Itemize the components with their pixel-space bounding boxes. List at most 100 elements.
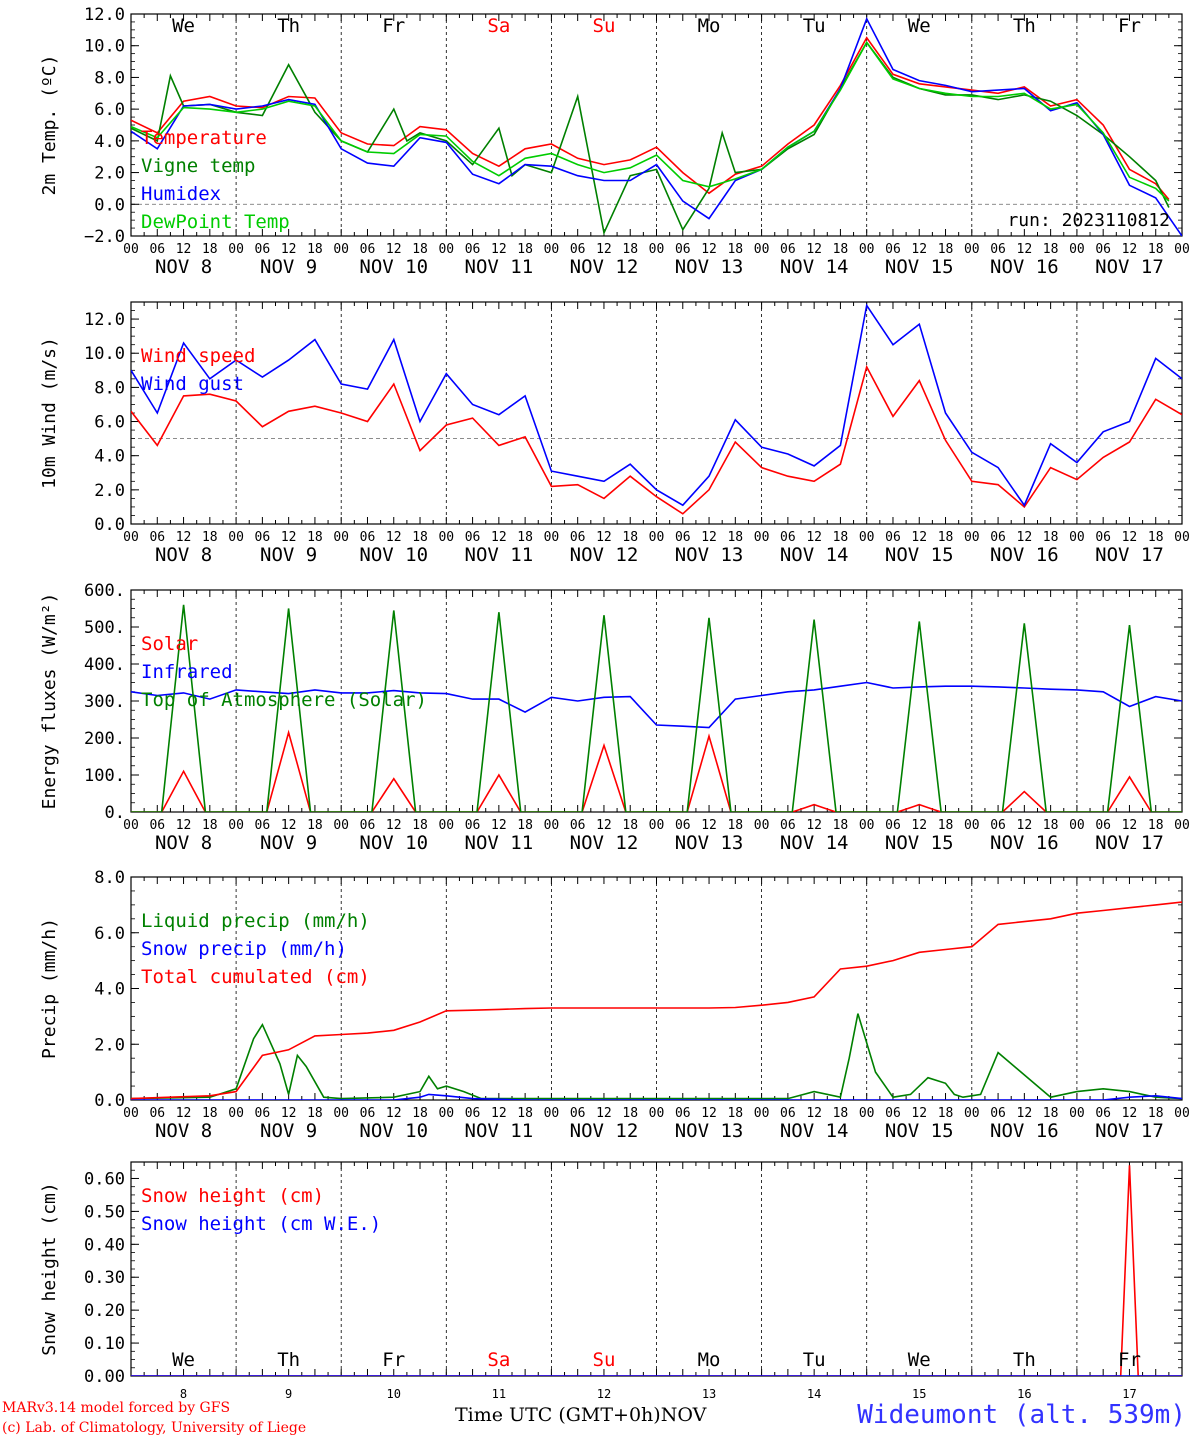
y-tick-label: 8.0 <box>94 68 125 88</box>
hour-tick-label: 06 <box>465 530 481 545</box>
date-label: NOV 11 <box>465 256 534 278</box>
y-tick-label: −2.0 <box>84 227 125 247</box>
hour-tick-label: 06 <box>990 1106 1006 1121</box>
y-tick-label: 2.0 <box>94 164 125 184</box>
series-line-dewpoint-temp <box>131 41 1170 202</box>
hour-tick-label: 06 <box>255 1106 271 1121</box>
date-label: NOV 8 <box>155 832 212 854</box>
hour-tick-label: 12 <box>596 530 612 545</box>
hour-tick-label: 00 <box>1069 530 1085 545</box>
date-label: NOV 17 <box>1095 1120 1164 1142</box>
hour-tick-label: 06 <box>255 242 271 257</box>
y-tick-label: 6.0 <box>94 924 125 944</box>
day-number-label: 12 <box>597 1387 611 1401</box>
hour-tick-label: 00 <box>123 818 139 833</box>
day-number-label: 11 <box>492 1387 506 1401</box>
hour-tick-label: 12 <box>1017 818 1033 833</box>
series-line-total-cumulated-cm- <box>131 901 1182 1100</box>
hour-tick-label: 00 <box>754 1106 770 1121</box>
date-label: NOV 15 <box>885 832 954 854</box>
legend-entry: Infrared <box>141 661 233 683</box>
hour-tick-label: 12 <box>806 242 822 257</box>
date-label: NOV 16 <box>990 256 1059 278</box>
y-tick-label: 0.20 <box>84 1301 125 1321</box>
date-label: NOV 15 <box>885 256 954 278</box>
panel-temperature: −2.0 0.0 2.0 4.0 6.0 8.0 10.0 12.0 2m Temp. (ºC)… <box>39 5 1190 278</box>
y-tick-label: 0.50 <box>84 1202 125 1222</box>
hour-tick-label: 12 <box>1017 1106 1033 1121</box>
weekday-label: Su <box>593 1349 616 1371</box>
panel-precip: 0.0 2.0 4.0 6.0 8.0 Precip (mm/h) Liquid preci… <box>39 868 1190 1142</box>
date-label: NOV 15 <box>885 544 954 566</box>
hour-tick-label: 18 <box>833 530 849 545</box>
hour-tick-label: 06 <box>149 242 165 257</box>
hour-tick-label: 00 <box>333 242 349 257</box>
hour-tick-label: 00 <box>649 242 665 257</box>
y-tick-label: 600. <box>84 581 125 601</box>
date-label: NOV 13 <box>675 832 744 854</box>
hour-tick-label: 06 <box>675 1106 691 1121</box>
day-number-label: 16 <box>1017 1387 1031 1401</box>
date-label: NOV 16 <box>990 544 1059 566</box>
weekday-label: Th <box>1013 1349 1036 1371</box>
date-label: NOV 9 <box>260 256 317 278</box>
credit-line-2: (c) Lab. of Climatology, University of L… <box>2 1420 307 1436</box>
series-line-liquid-precip-mm-h- <box>131 1013 1182 1100</box>
hour-tick-label: 00 <box>544 530 560 545</box>
hour-tick-label: 00 <box>649 530 665 545</box>
hour-tick-label: 00 <box>438 242 454 257</box>
weekday-label: We <box>908 15 931 37</box>
hour-tick-label: 06 <box>570 1106 586 1121</box>
hour-tick-label: 18 <box>412 242 428 257</box>
weekday-label: We <box>172 1349 195 1371</box>
date-label: NOV 12 <box>570 544 639 566</box>
date-label: NOV 11 <box>465 832 534 854</box>
hour-tick-label: 18 <box>307 1106 323 1121</box>
hour-tick-label: 18 <box>517 1106 533 1121</box>
hour-tick-label: 06 <box>465 242 481 257</box>
hour-tick-label: 18 <box>727 818 743 833</box>
hour-tick-label: 18 <box>727 1106 743 1121</box>
hour-tick-label: 12 <box>1017 530 1033 545</box>
hour-tick-label: 06 <box>885 1106 901 1121</box>
day-number-label: 10 <box>387 1387 401 1401</box>
hour-tick-label: 18 <box>202 242 218 257</box>
credit-line-1: MARv3.14 model forced by GFS <box>2 1400 231 1416</box>
date-label: NOV 15 <box>885 1120 954 1142</box>
y-tick-label: 0. <box>105 803 125 823</box>
series-line-vigne-temp <box>131 41 1170 236</box>
hour-tick-label: 06 <box>570 818 586 833</box>
y-tick-label: 8.0 <box>94 378 125 398</box>
y-tick-label: 400. <box>84 655 125 675</box>
hour-tick-label: 00 <box>964 1106 980 1121</box>
legend-entry: Total cumulated (cm) <box>141 966 370 988</box>
weekday-label: Th <box>1013 15 1036 37</box>
legend-entry: Snow height (cm W.E.) <box>141 1213 381 1235</box>
hour-tick-label: 18 <box>622 242 638 257</box>
hour-tick-label: 18 <box>1148 242 1164 257</box>
y-tick-label: 2.0 <box>94 481 125 501</box>
hour-tick-label: 18 <box>412 530 428 545</box>
hour-tick-label: 12 <box>176 1106 192 1121</box>
legend-entry: Humidex <box>141 183 221 205</box>
y-tick-label: 10.0 <box>84 37 125 57</box>
hour-tick-label: 18 <box>833 242 849 257</box>
date-label: NOV 14 <box>780 544 849 566</box>
date-label: NOV 9 <box>260 544 317 566</box>
date-label: NOV 11 <box>465 1120 534 1142</box>
weekday-label: Fr <box>382 1349 405 1371</box>
hour-tick-label: 18 <box>727 242 743 257</box>
hour-tick-label: 18 <box>1148 530 1164 545</box>
y-tick-label: 2.0 <box>94 1035 125 1055</box>
y-tick-label: 12.0 <box>84 310 125 330</box>
hour-tick-label: 00 <box>123 1106 139 1121</box>
hour-tick-label: 12 <box>386 1106 402 1121</box>
date-label: NOV 10 <box>359 1120 428 1142</box>
hour-tick-label: 06 <box>255 530 271 545</box>
hour-tick-label: 12 <box>176 818 192 833</box>
date-label: NOV 10 <box>359 832 428 854</box>
hour-tick-label: 18 <box>938 818 954 833</box>
hour-tick-label: 12 <box>911 1106 927 1121</box>
date-label: NOV 10 <box>359 544 428 566</box>
